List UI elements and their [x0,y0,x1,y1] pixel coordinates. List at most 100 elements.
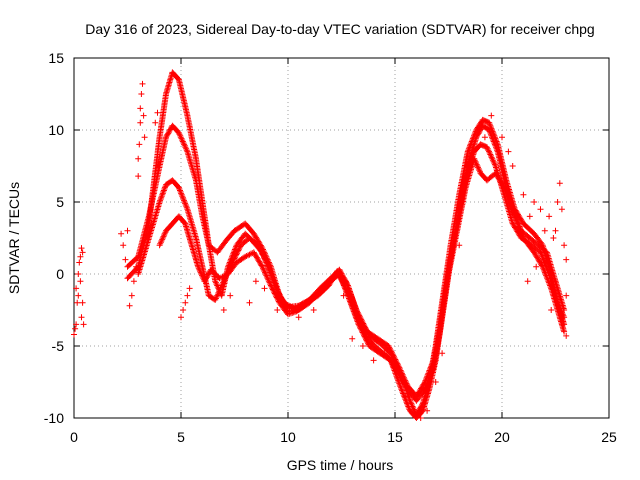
data-point [392,356,399,363]
y-tick-label: -5 [52,338,65,354]
data-point [310,307,317,313]
data-point [269,285,276,292]
data-point [271,290,278,297]
data-point [203,274,210,281]
data-point [126,302,133,309]
data-point [336,272,343,279]
data-point [390,352,397,359]
data-point [512,212,518,218]
data-point [505,148,512,155]
data-point [424,380,431,387]
data-point [552,227,559,234]
data-point [506,199,513,205]
data-point [267,281,274,288]
data-point [541,227,548,234]
data-point [273,294,280,301]
data-point [261,254,267,261]
data-point [556,180,563,187]
data-point [354,316,361,323]
data-point [218,282,225,289]
data-point [342,284,349,291]
data-point [163,134,169,141]
data-point [423,383,430,390]
data-point [216,275,223,282]
data-point [262,269,268,276]
x-tick-label: 20 [494,429,510,445]
data-point [236,244,243,251]
data-point [491,140,498,146]
data-point [537,206,544,213]
data-point [79,249,86,256]
data-point [537,249,544,256]
data-point [182,201,189,208]
data-point [362,331,369,338]
data-point [196,266,203,273]
data-point [370,357,377,364]
data-point [404,400,411,407]
data-point [252,278,259,285]
data-point [183,204,190,211]
data-point [262,256,269,263]
data-point [73,321,80,328]
data-point [510,209,517,216]
data-point [359,343,366,349]
data-point [124,227,131,234]
data-point [118,230,125,237]
data-point [246,299,253,306]
data-point [267,269,274,276]
data-point [263,273,270,280]
data-point [133,263,140,270]
data-point [398,386,405,393]
data-point [465,145,472,152]
data-point [334,269,341,276]
data-point [494,147,501,154]
data-point [548,307,555,313]
y-axis-label: SDTVAR / TECUs [6,182,22,294]
data-point [213,294,220,300]
data-point [230,256,237,263]
grid [74,58,609,418]
data-point [473,134,480,141]
data-point [270,287,277,294]
data-point [487,122,494,129]
data-point [476,127,483,134]
data-points [71,69,570,421]
data-point [235,246,242,253]
data-point [120,242,127,249]
data-point [500,183,507,190]
data-point [197,269,204,276]
data-point [476,129,483,136]
chart-title: Day 316 of 2023, Sidereal Day-to-day VTE… [85,21,594,37]
data-point [186,285,193,292]
y-tick-label: -10 [44,410,64,426]
data-point [386,344,393,351]
x-tick-label: 10 [280,429,296,445]
data-point [271,289,278,296]
y-tick-label: 10 [48,122,64,138]
data-point [71,331,77,338]
data-point [255,243,262,250]
data-point [72,325,79,332]
data-point [182,299,189,306]
data-point [481,134,488,141]
data-point [484,144,490,151]
data-point [554,199,561,205]
data-point [204,273,211,280]
data-point [488,132,495,139]
data-point [335,270,342,277]
data-point [501,184,508,191]
data-point [78,314,85,321]
data-point [135,173,142,180]
data-point [355,318,362,325]
data-point [524,278,531,285]
data-point [429,366,436,372]
data-point [179,137,186,144]
data-point [358,325,365,331]
data-point [217,285,224,292]
data-point [563,292,570,299]
data-point [235,247,242,254]
x-tick-label: 15 [387,429,403,445]
data-point [152,119,159,126]
